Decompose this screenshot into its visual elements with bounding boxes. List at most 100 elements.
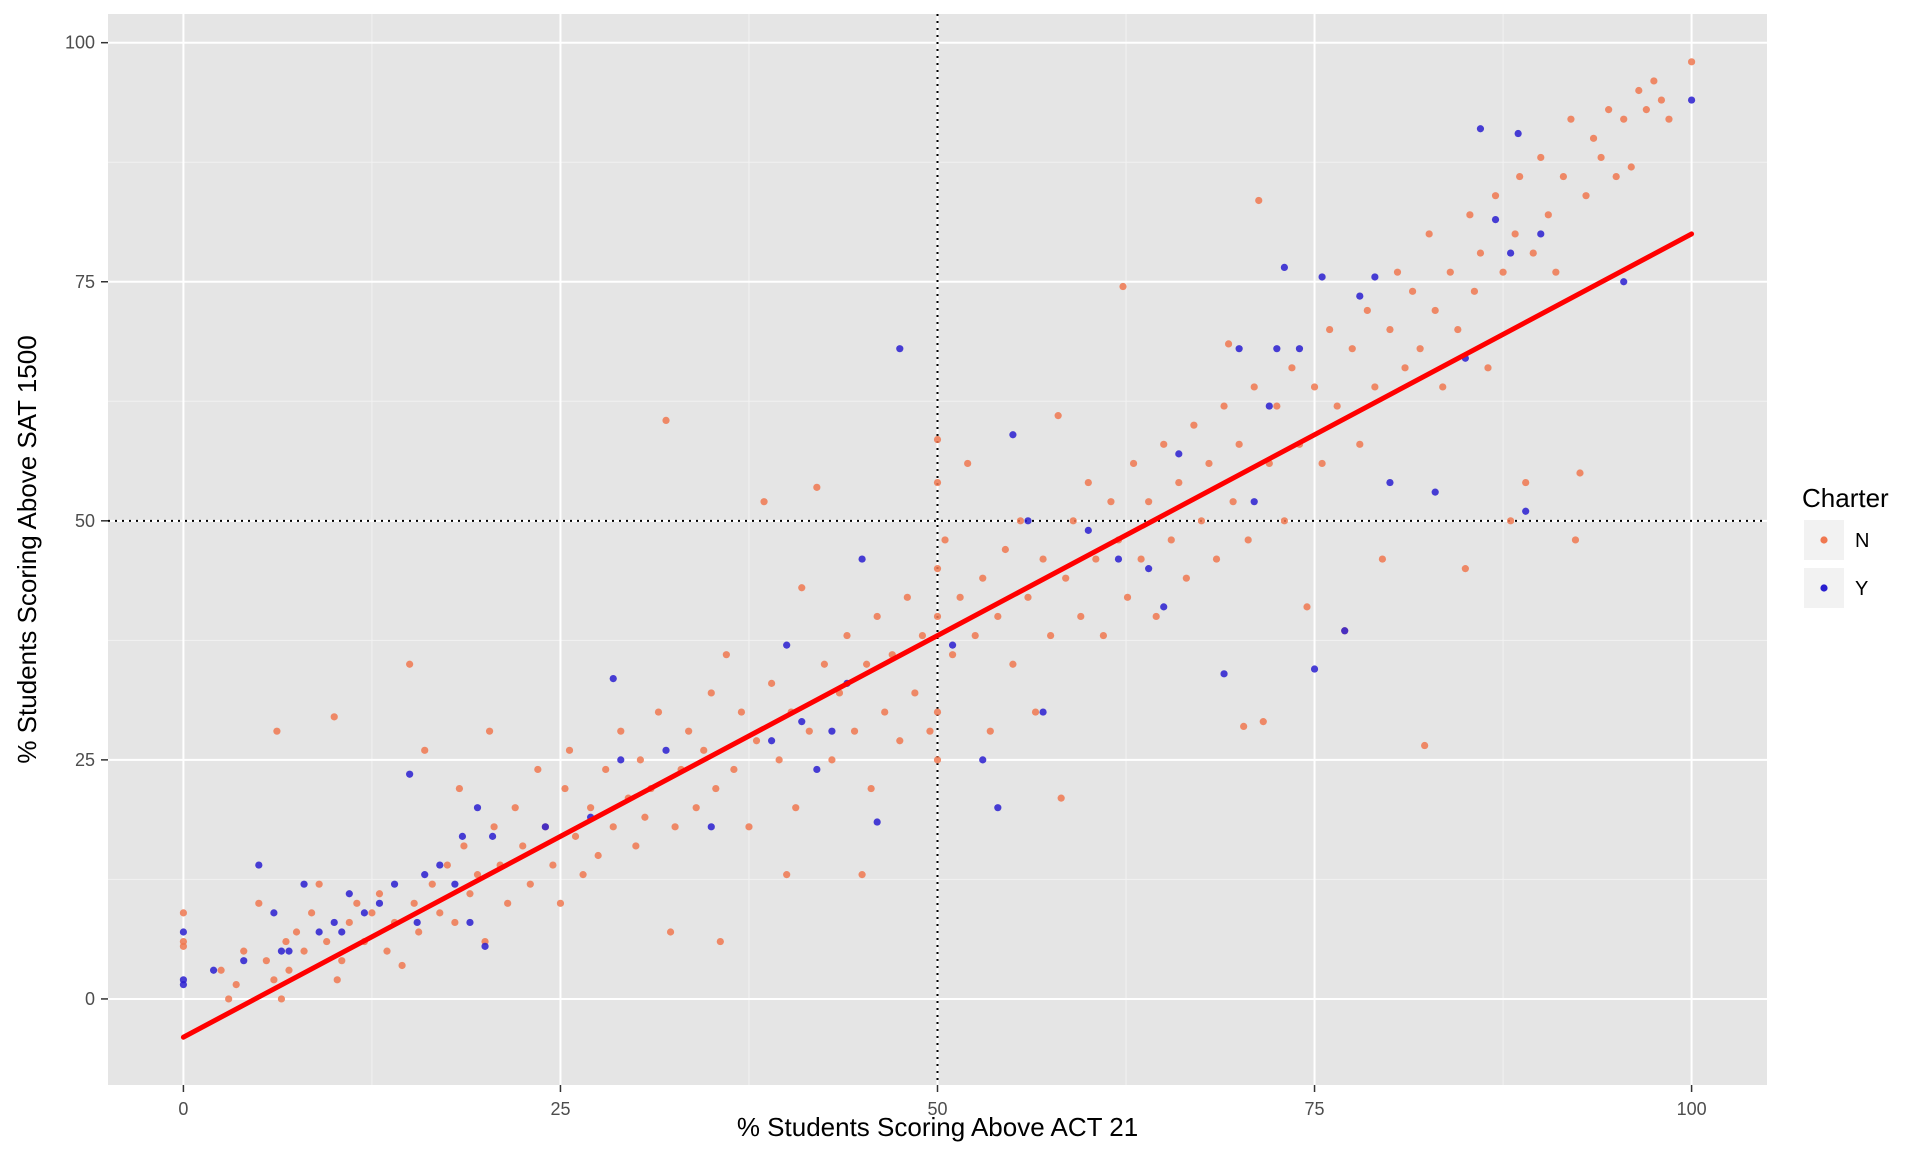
point-N (315, 880, 323, 888)
point-Y (1341, 627, 1349, 635)
point-N (333, 976, 341, 984)
point-N (850, 727, 859, 735)
point-N (730, 765, 738, 774)
point-N (1476, 249, 1485, 257)
point-N (1084, 478, 1092, 487)
point-N (594, 851, 602, 860)
point-N (933, 478, 942, 487)
point-N (1439, 383, 1447, 391)
point-Y (330, 918, 338, 927)
y-tick-label: 25 (75, 750, 95, 770)
point-N (262, 957, 270, 965)
point-Y (1507, 249, 1515, 257)
point-N (1288, 364, 1296, 372)
legend-label-N: N (1855, 530, 1869, 552)
point-N (571, 832, 580, 840)
point-Y (707, 823, 715, 831)
point-N (1160, 440, 1168, 448)
point-N (1054, 412, 1062, 420)
point-Y (1295, 345, 1304, 353)
point-N (1491, 192, 1500, 200)
point-N (308, 909, 316, 917)
point-N (828, 756, 836, 764)
point-N (903, 593, 911, 601)
point-N (662, 416, 670, 425)
point-N (933, 708, 942, 716)
point-N (285, 966, 293, 974)
point-N (964, 459, 972, 468)
point-N (561, 784, 569, 793)
point-N (1077, 612, 1085, 621)
point-N (428, 880, 436, 888)
point-Y (1250, 498, 1258, 506)
point-N (485, 727, 494, 735)
point-N (911, 689, 919, 697)
point-Y (1175, 450, 1183, 458)
point-N (410, 899, 418, 907)
point-N (1446, 268, 1454, 276)
point-N (1326, 325, 1334, 334)
point-N (1537, 153, 1545, 162)
point-Y (209, 966, 218, 974)
point-N (1220, 402, 1228, 410)
point-Y (488, 832, 497, 840)
point-Y (300, 880, 308, 888)
point-N (752, 737, 761, 745)
point-N (504, 899, 512, 907)
point-N (926, 727, 934, 735)
point-Y (1009, 431, 1017, 439)
x-tick-label: 0 (178, 1099, 188, 1119)
point-Y (1431, 488, 1439, 496)
point-N (1650, 77, 1658, 85)
point-N (1205, 459, 1213, 468)
point-N (490, 823, 498, 831)
point-Y (436, 861, 444, 869)
point-N (1408, 287, 1417, 295)
point-N (1009, 660, 1017, 668)
point-N (933, 612, 942, 621)
point-N (1062, 574, 1070, 582)
y-axis-title: % Students Scoring Above SAT 1500 (12, 335, 42, 763)
point-Y (1386, 478, 1394, 487)
point-Y (270, 909, 278, 917)
legend-dot-N (1820, 536, 1828, 544)
point-Y (473, 804, 482, 812)
point-N (1303, 603, 1311, 611)
point-N (933, 435, 942, 444)
point-Y (375, 899, 384, 907)
point-Y (948, 641, 957, 649)
point-N (1657, 96, 1666, 104)
point-N (873, 612, 881, 621)
point-N (1559, 172, 1567, 181)
trend-line-layer (180, 231, 1695, 1040)
point-N (700, 746, 708, 754)
point-N (722, 651, 730, 659)
point-N (792, 804, 800, 812)
point-N (1024, 593, 1032, 601)
point-Y (390, 880, 399, 888)
point-N (225, 995, 233, 1003)
point-N (617, 727, 625, 735)
point-N (745, 823, 753, 831)
point-N (398, 961, 406, 970)
point-N (1031, 708, 1040, 716)
point-N (1107, 498, 1115, 506)
point-N (1511, 230, 1519, 238)
point-N (798, 584, 806, 592)
legend-title: Charter (1802, 483, 1889, 513)
point-Y (1371, 273, 1379, 281)
point-N (353, 899, 361, 907)
point-N (1499, 268, 1507, 276)
y-tick-label: 75 (75, 272, 95, 292)
point-Y (994, 804, 1002, 812)
point-N (436, 909, 444, 917)
point-N (232, 980, 240, 989)
point-N (1522, 478, 1530, 487)
point-N (1310, 383, 1319, 391)
point-N (240, 947, 248, 955)
point-N (1393, 268, 1402, 276)
point-N (1280, 517, 1288, 525)
point-N (843, 631, 851, 640)
point-N (534, 765, 542, 774)
